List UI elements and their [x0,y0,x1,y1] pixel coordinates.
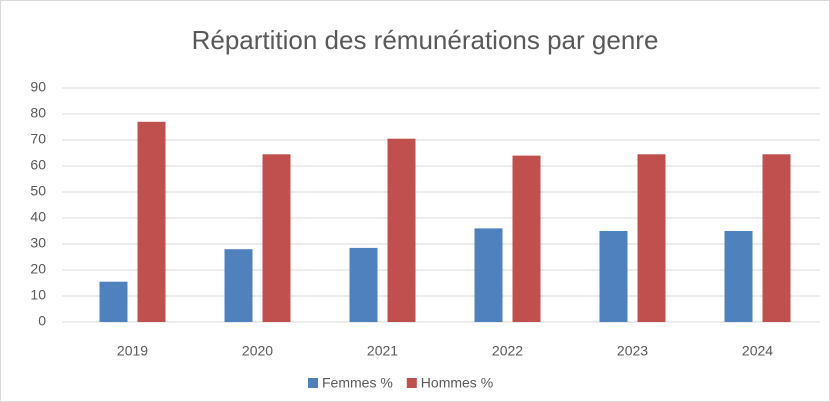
bar [599,231,628,322]
y-tick-label: 30 [30,235,46,251]
x-tick-label: 2022 [492,343,523,359]
x-tick-label: 2021 [367,343,398,359]
bar [262,154,291,322]
bar [224,249,253,322]
bar [637,154,666,322]
y-tick-label: 40 [30,209,46,225]
y-tick-label: 90 [30,79,46,95]
bar [99,281,128,322]
bar [387,138,416,322]
y-tick-label: 70 [30,131,46,147]
chart-title: Répartition des rémunérations par genre [192,25,659,55]
y-tick-label: 60 [30,157,46,173]
bar [724,231,753,322]
y-tick-label: 50 [30,183,46,199]
legend-swatch [308,378,318,388]
legend-label: Femmes % [322,375,393,391]
bar [762,154,791,322]
legend-label: Hommes % [421,375,493,391]
legend-swatch [406,378,417,388]
x-tick-label: 2020 [242,343,273,359]
x-tick-label: 2019 [117,343,148,359]
bar [474,228,503,322]
y-tick-label: 10 [30,287,46,303]
bar [137,121,166,322]
y-tick-label: 20 [30,261,46,277]
x-tick-label: 2023 [617,343,648,359]
y-tick-label: 0 [38,313,46,329]
y-tick-label: 80 [30,105,46,121]
x-tick-label: 2024 [742,343,773,359]
bar [349,247,378,322]
bar [512,155,541,322]
